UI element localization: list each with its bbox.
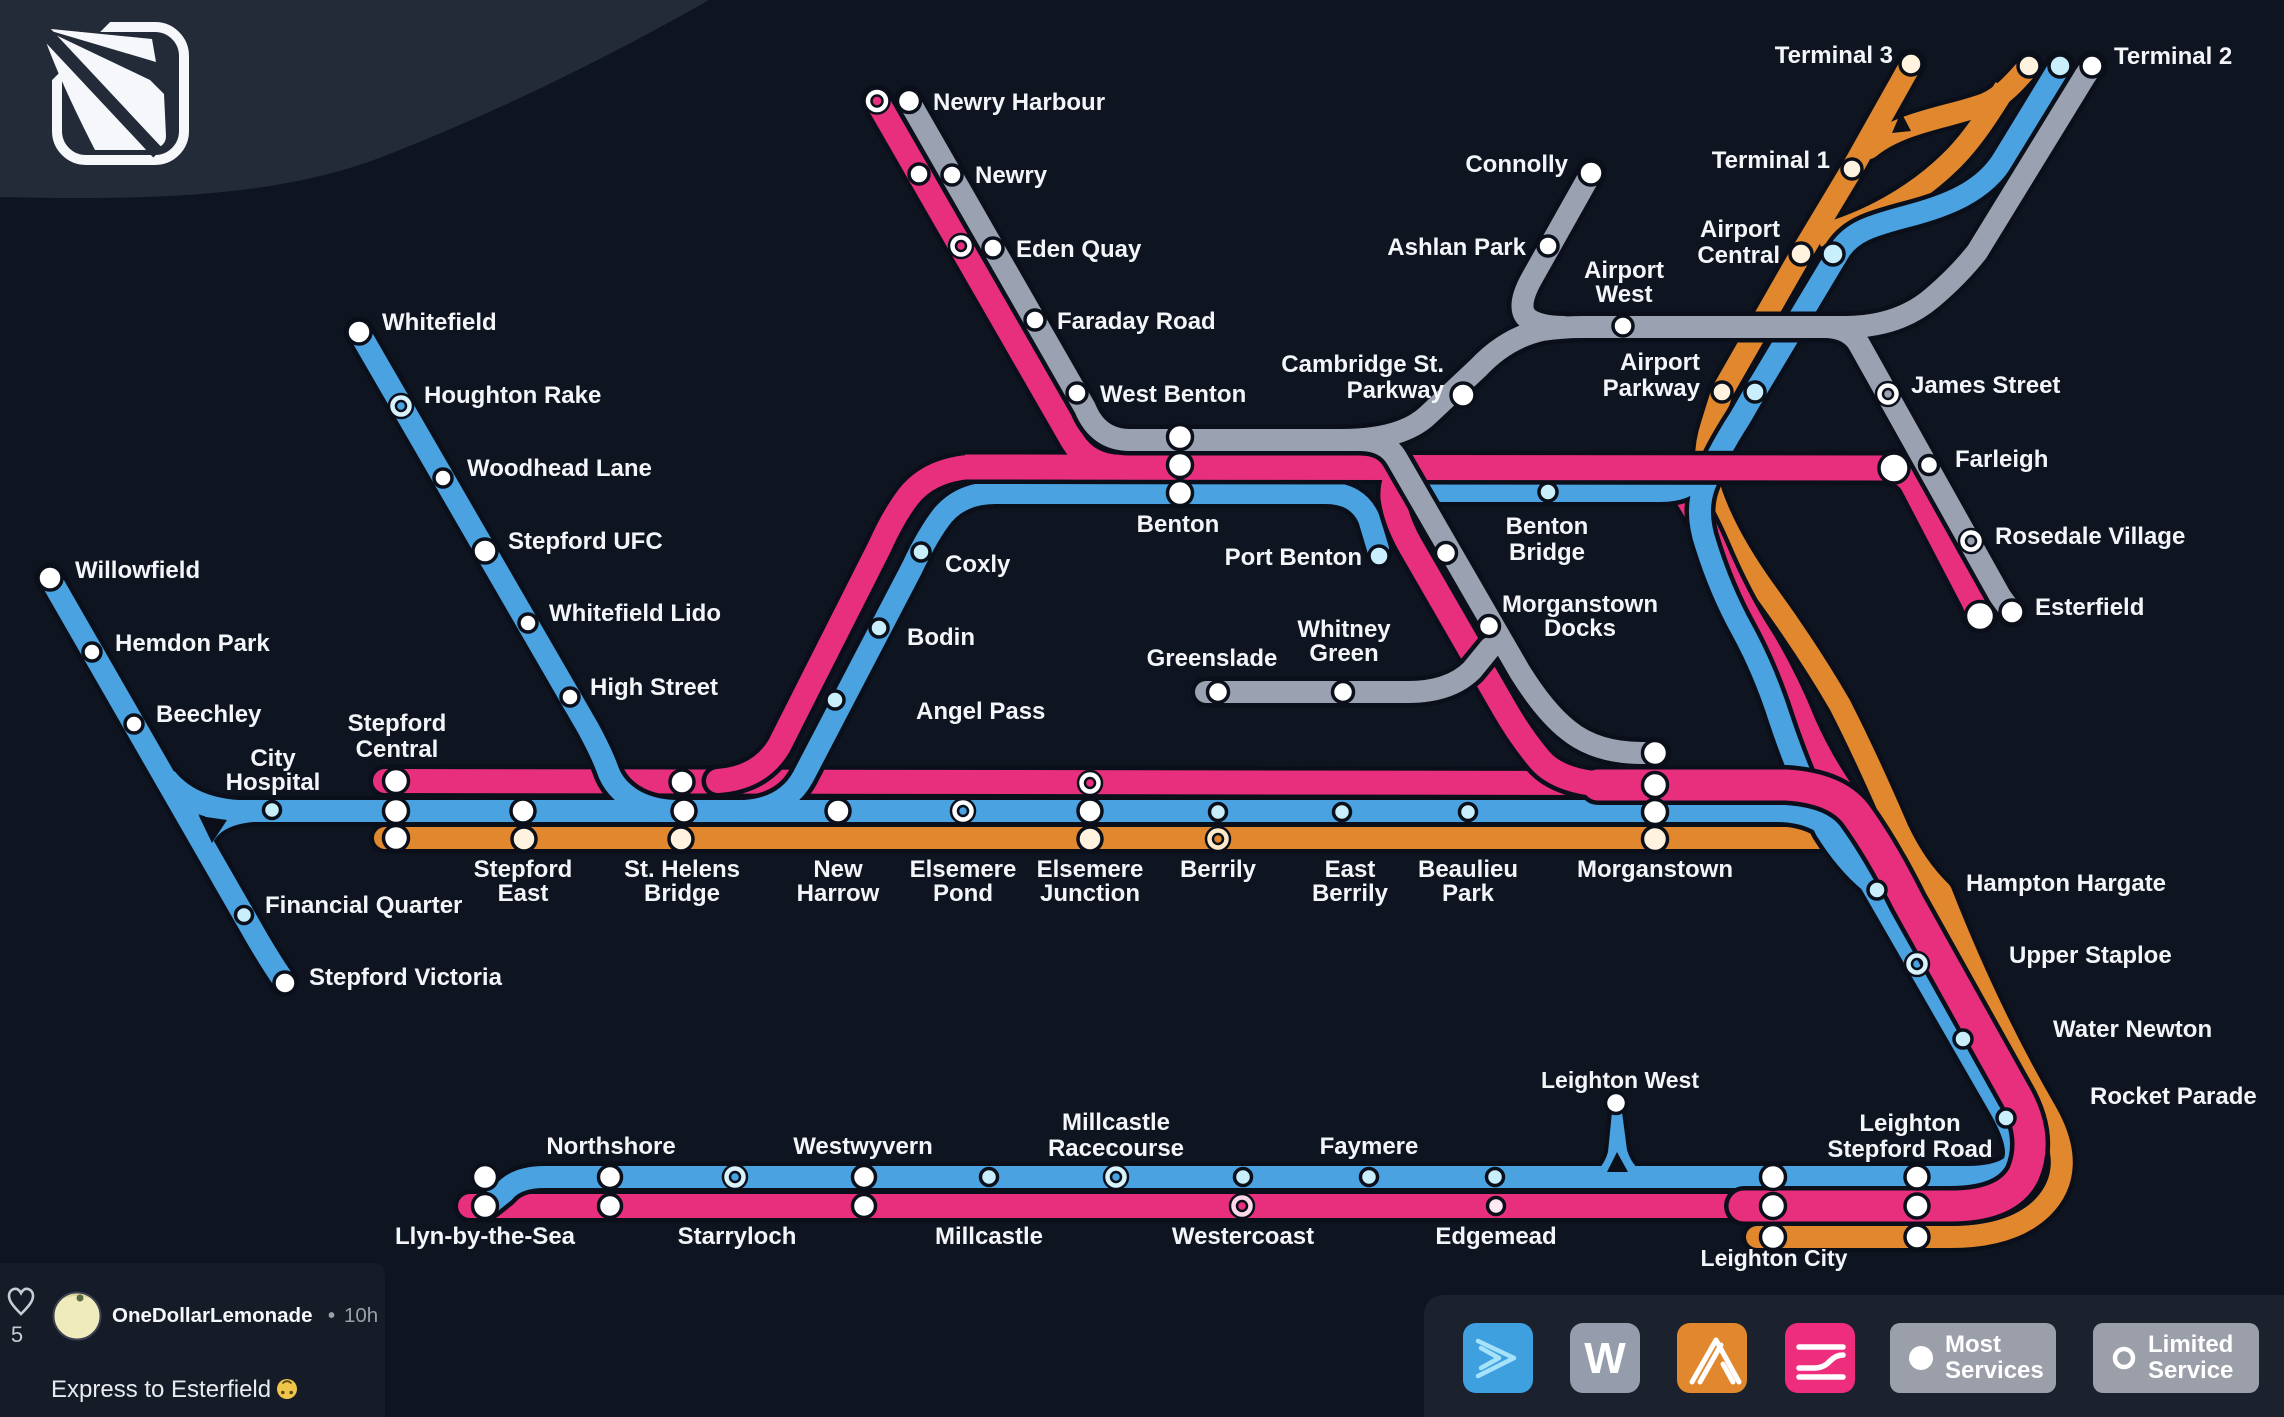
svg-text:Benton: Benton [1137, 511, 1220, 538]
svg-text:Central: Central [356, 736, 439, 763]
svg-text:Angel Pass: Angel Pass [916, 698, 1045, 725]
svg-text:Llyn-by-the-Sea: Llyn-by-the-Sea [395, 1223, 576, 1250]
svg-text:Greenslade: Greenslade [1147, 645, 1278, 672]
svg-text:Berrily: Berrily [1312, 880, 1389, 907]
svg-text:Westwyvern: Westwyvern [793, 1133, 933, 1160]
svg-text:Terminal 2: Terminal 2 [2114, 43, 2232, 70]
svg-text:Willowfield: Willowfield [75, 557, 200, 584]
svg-text:Terminal 3: Terminal 3 [1775, 42, 1893, 69]
svg-text:West Benton: West Benton [1100, 381, 1246, 408]
svg-text:Woodhead Lane: Woodhead Lane [467, 455, 652, 482]
svg-text:Morganstown: Morganstown [1502, 591, 1658, 618]
svg-text:Services: Services [1945, 1357, 2044, 1384]
svg-text:Stepford: Stepford [348, 710, 447, 737]
svg-text:Whitney: Whitney [1297, 616, 1391, 643]
svg-text:Rocket Parade: Rocket Parade [2090, 1083, 2257, 1110]
svg-text:Stepford UFC: Stepford UFC [508, 528, 663, 555]
svg-text:10h: 10h [344, 1304, 378, 1327]
svg-text:Hampton Hargate: Hampton Hargate [1966, 870, 2166, 897]
svg-text:Beaulieu: Beaulieu [1418, 856, 1518, 883]
svg-text:Stepford Road: Stepford Road [1827, 1136, 1992, 1163]
svg-text:James Street: James Street [1911, 372, 2060, 399]
svg-text:Ashlan Park: Ashlan Park [1387, 234, 1526, 261]
svg-text:5: 5 [11, 1322, 23, 1347]
svg-text:Upper Staploe: Upper Staploe [2009, 942, 2172, 969]
svg-text:Stepford Victoria: Stepford Victoria [309, 964, 503, 991]
svg-text:Whitefield: Whitefield [382, 309, 497, 336]
svg-text:Eden Quay: Eden Quay [1016, 236, 1142, 263]
svg-text:Beechley: Beechley [156, 701, 262, 728]
svg-text:Leighton West: Leighton West [1541, 1067, 1699, 1093]
svg-text:Faraday Road: Faraday Road [1057, 308, 1216, 335]
svg-text:Green: Green [1309, 640, 1378, 667]
svg-text:Westercoast: Westercoast [1172, 1223, 1314, 1250]
svg-text:Millcastle: Millcastle [935, 1223, 1043, 1250]
svg-text:Edgemead: Edgemead [1435, 1223, 1556, 1250]
svg-text:Northshore: Northshore [546, 1133, 675, 1160]
svg-text:New: New [813, 856, 863, 883]
svg-text:Most: Most [1945, 1331, 2001, 1358]
svg-text:Airport: Airport [1620, 349, 1700, 376]
svg-text:Junction: Junction [1040, 880, 1140, 907]
svg-text:Airport: Airport [1584, 257, 1664, 284]
svg-text:Limited: Limited [2148, 1331, 2233, 1358]
svg-text:High Street: High Street [590, 674, 718, 701]
svg-text:Elsemere: Elsemere [1037, 856, 1144, 883]
svg-text:Cambridge St.: Cambridge St. [1281, 351, 1444, 378]
svg-text:Harrow: Harrow [797, 880, 880, 907]
svg-text:Benton: Benton [1506, 513, 1589, 540]
svg-text:Leighton: Leighton [1859, 1110, 1960, 1137]
svg-text:Water Newton: Water Newton [2053, 1016, 2212, 1043]
svg-text:Farleigh: Farleigh [1955, 446, 2048, 473]
svg-text:Esterfield: Esterfield [2035, 594, 2144, 621]
svg-text:Financial Quarter: Financial Quarter [265, 892, 462, 919]
svg-text:Racecourse: Racecourse [1048, 1135, 1184, 1162]
svg-text:Terminal 1: Terminal 1 [1712, 147, 1830, 174]
svg-text:Faymere: Faymere [1320, 1133, 1419, 1160]
svg-text:Docks: Docks [1544, 615, 1616, 642]
svg-text:Pond: Pond [933, 880, 993, 907]
svg-text:Port Benton: Port Benton [1225, 544, 1362, 571]
svg-text:Bridge: Bridge [644, 880, 720, 907]
svg-text:Parkway: Parkway [1603, 375, 1701, 402]
svg-text:East: East [1325, 856, 1376, 883]
svg-text:W: W [1584, 1334, 1626, 1383]
svg-text:Hospital: Hospital [226, 769, 321, 796]
svg-text:OneDollarLemonade: OneDollarLemonade [112, 1304, 313, 1327]
svg-text:Whitefield Lido: Whitefield Lido [549, 600, 721, 627]
svg-text:Parkway: Parkway [1347, 377, 1445, 404]
svg-text:Bodin: Bodin [907, 624, 975, 651]
svg-text:Morganstown: Morganstown [1577, 856, 1733, 883]
svg-text:Rosedale Village: Rosedale Village [1995, 523, 2185, 550]
svg-text:Berrily: Berrily [1180, 856, 1257, 883]
svg-text:Connolly: Connolly [1465, 151, 1568, 178]
svg-text:Starryloch: Starryloch [678, 1223, 797, 1250]
svg-text:East: East [498, 880, 549, 907]
svg-text:Coxly: Coxly [945, 551, 1011, 578]
svg-text:Houghton Rake: Houghton Rake [424, 382, 601, 409]
svg-text:Millcastle: Millcastle [1062, 1109, 1170, 1136]
svg-text:St. Helens: St. Helens [624, 856, 740, 883]
svg-text:Stepford: Stepford [474, 856, 573, 883]
svg-text:Central: Central [1697, 242, 1780, 269]
svg-text:Leighton City: Leighton City [1701, 1245, 1848, 1271]
svg-text:Newry: Newry [975, 162, 1048, 189]
svg-text:City: City [250, 745, 296, 772]
svg-text:Park: Park [1442, 880, 1495, 907]
svg-text:Service: Service [2148, 1357, 2233, 1384]
svg-text:Hemdon Park: Hemdon Park [115, 630, 270, 657]
svg-text:•: • [328, 1305, 335, 1327]
svg-text:West: West [1596, 281, 1653, 308]
svg-text:Bridge: Bridge [1509, 539, 1585, 566]
svg-text:Elsemere: Elsemere [910, 856, 1017, 883]
svg-text:Airport: Airport [1700, 216, 1780, 243]
svg-text:Express to Esterfield: Express to Esterfield [51, 1376, 271, 1403]
svg-text:Newry Harbour: Newry Harbour [933, 89, 1105, 116]
